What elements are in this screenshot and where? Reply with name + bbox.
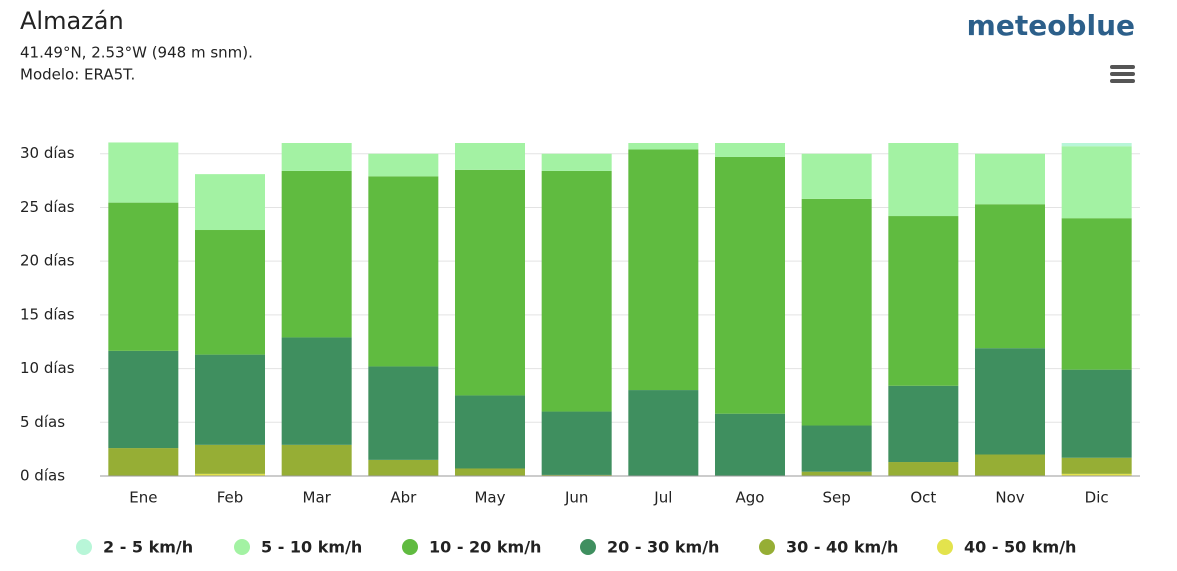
bar-segment bbox=[715, 143, 785, 157]
bar-segment bbox=[801, 198, 872, 426]
legend-label: 40 - 50 km/h bbox=[964, 538, 1076, 557]
y-tick-label: 5 días bbox=[20, 413, 65, 431]
x-tick-label: Jun bbox=[564, 489, 588, 507]
bar-segment bbox=[281, 170, 352, 338]
bar-segment bbox=[1061, 457, 1132, 474]
bar-segment bbox=[715, 156, 785, 414]
x-tick-label: Mar bbox=[303, 489, 332, 507]
bar-segment bbox=[455, 395, 525, 469]
bar-segment bbox=[715, 413, 785, 476]
bar-segment bbox=[368, 176, 439, 367]
legend-label: 10 - 20 km/h bbox=[429, 538, 541, 557]
bar-segment bbox=[455, 169, 525, 396]
legend-label: 5 - 10 km/h bbox=[261, 538, 362, 557]
x-tick-label: Oct bbox=[910, 489, 936, 507]
bar-segment bbox=[975, 153, 1045, 205]
bar-segment bbox=[1061, 143, 1132, 147]
bar-segment bbox=[628, 390, 699, 476]
legend-marker bbox=[234, 539, 250, 555]
menu-button[interactable] bbox=[1110, 65, 1135, 83]
bar-segment bbox=[368, 153, 439, 177]
legend-marker bbox=[759, 539, 775, 555]
bar-segment bbox=[195, 174, 265, 231]
bar-segment bbox=[281, 143, 352, 171]
bar-segment bbox=[1061, 146, 1132, 219]
bar-segment bbox=[195, 444, 265, 474]
bar-segment bbox=[108, 142, 179, 203]
bar-segment bbox=[975, 454, 1045, 476]
bar-segment bbox=[368, 366, 439, 460]
bar-segment bbox=[888, 143, 959, 217]
bar-segment bbox=[541, 411, 612, 475]
x-tick-label: Jul bbox=[653, 489, 672, 507]
y-tick-label: 0 días bbox=[20, 467, 65, 485]
x-tick-label: May bbox=[474, 489, 505, 507]
bar-segment bbox=[368, 459, 439, 476]
bar-segment bbox=[281, 444, 352, 476]
bar-segment bbox=[195, 354, 265, 445]
bar-segment bbox=[541, 170, 612, 412]
bar-segment bbox=[628, 143, 699, 150]
bar-segment bbox=[1061, 218, 1132, 370]
legend-marker bbox=[402, 539, 418, 555]
y-tick-label: 30 días bbox=[20, 144, 75, 162]
bar-segment bbox=[195, 473, 265, 476]
bar-segment bbox=[975, 204, 1045, 349]
bar-segment bbox=[455, 143, 525, 170]
chart-title: Almazán bbox=[20, 7, 124, 35]
x-tick-label: Abr bbox=[390, 489, 417, 507]
y-tick-label: 20 días bbox=[20, 252, 75, 270]
bar-segment bbox=[455, 468, 525, 476]
legend-marker bbox=[76, 539, 92, 555]
model-label: Modelo: ERA5T. bbox=[20, 66, 135, 84]
bar-segment bbox=[108, 448, 179, 476]
bar-segment bbox=[108, 202, 179, 351]
bar-segment bbox=[975, 348, 1045, 455]
bar-segment bbox=[888, 216, 959, 386]
bar-segment bbox=[281, 337, 352, 445]
bar-segment bbox=[1061, 473, 1132, 476]
bar-segment bbox=[541, 474, 612, 476]
x-tick-label: Ene bbox=[129, 489, 157, 507]
legend-label: 20 - 30 km/h bbox=[607, 538, 719, 557]
y-tick-label: 25 días bbox=[20, 198, 75, 216]
bar-segment bbox=[628, 149, 699, 391]
brand-logo: meteoblue bbox=[967, 9, 1135, 42]
bar-segment bbox=[801, 425, 872, 472]
y-tick-label: 10 días bbox=[20, 359, 75, 377]
bar-segment bbox=[801, 153, 872, 199]
x-tick-label: Nov bbox=[995, 489, 1024, 507]
legend-label: 2 - 5 km/h bbox=[103, 538, 193, 557]
y-tick-label: 15 días bbox=[20, 305, 75, 323]
bar-segment bbox=[1061, 369, 1132, 458]
chart-subtitle: 41.49°N, 2.53°W (948 m snm). bbox=[20, 44, 253, 62]
x-tick-label: Feb bbox=[217, 489, 244, 507]
x-tick-label: Dic bbox=[1085, 489, 1109, 507]
bar-segment bbox=[541, 153, 612, 171]
bar-segment bbox=[108, 350, 179, 449]
legend-marker bbox=[937, 539, 953, 555]
bar-segment bbox=[888, 462, 959, 476]
x-tick-label: Ago bbox=[736, 489, 765, 507]
bar-segment bbox=[888, 385, 959, 463]
legend-label: 30 - 40 km/h bbox=[786, 538, 898, 557]
bar-segment bbox=[195, 230, 265, 355]
bar-segment bbox=[801, 471, 872, 476]
x-tick-label: Sep bbox=[823, 489, 851, 507]
legend-marker bbox=[580, 539, 596, 555]
